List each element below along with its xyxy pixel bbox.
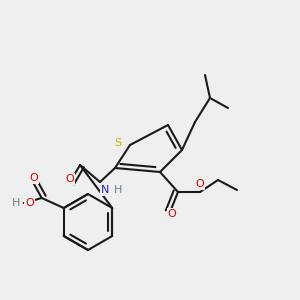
Text: O: O xyxy=(26,198,34,208)
Text: O: O xyxy=(168,209,176,219)
Text: O: O xyxy=(66,174,74,184)
Text: S: S xyxy=(114,138,122,148)
Text: H: H xyxy=(114,185,122,195)
Text: H: H xyxy=(12,198,20,208)
Text: O: O xyxy=(29,173,38,183)
Text: O: O xyxy=(196,179,204,189)
Text: N: N xyxy=(101,185,109,195)
